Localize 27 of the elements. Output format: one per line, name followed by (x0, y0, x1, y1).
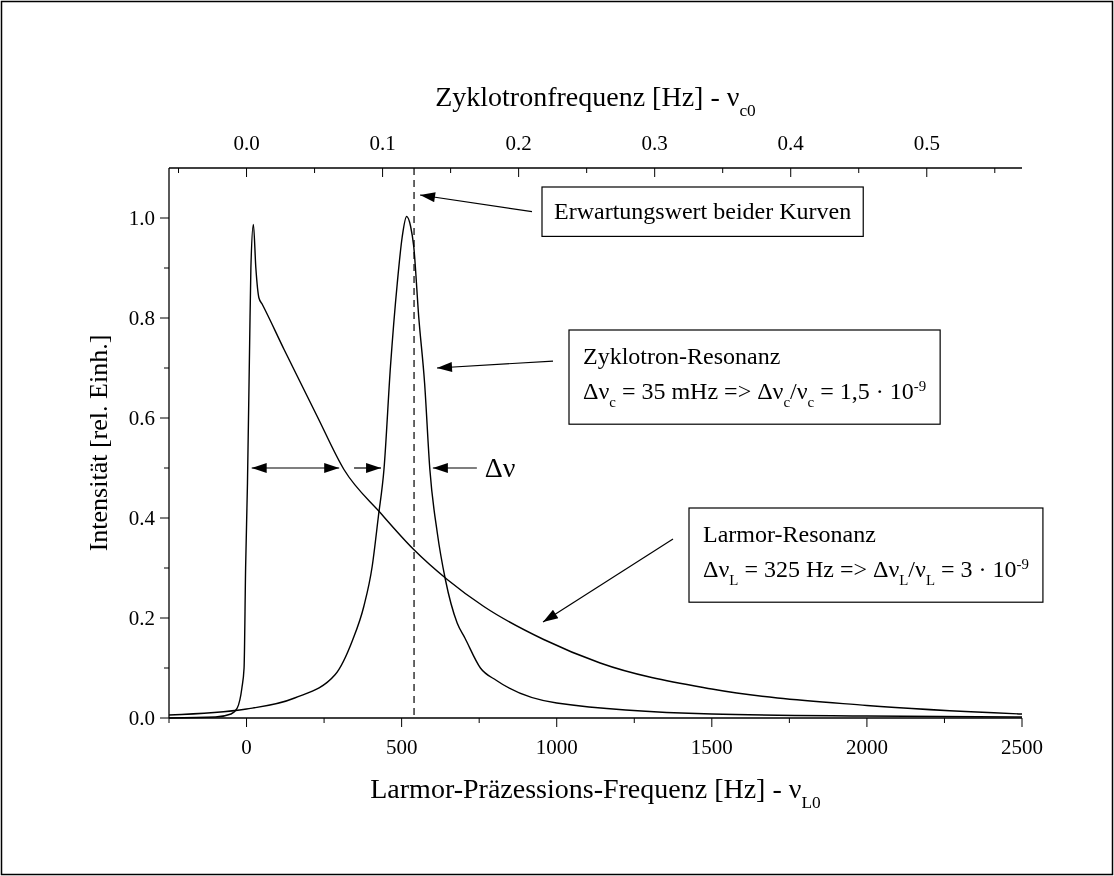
x2-tick-label: 0.5 (913, 131, 940, 155)
annotation: Larmor-Resonanz (703, 521, 876, 548)
y-tick-label: 0.0 (128, 706, 155, 730)
x-tick-label: 1000 (535, 735, 578, 759)
x2-tick-label: 0.2 (505, 131, 532, 155)
x-tick-label: 500 (385, 735, 418, 759)
ref-line-label: Erwartungswert beider Kurven (554, 198, 852, 225)
annotation: Δν (484, 452, 516, 483)
x-tick-label: 2500 (1001, 735, 1043, 759)
x-tick-label: 0 (241, 735, 252, 759)
x2-tick-label: 0.0 (233, 131, 260, 155)
annotation: Δν$_{c}$ = 35 mHz => Δν$_{c}$/ν$_{c}$ = 1,5 · 10$^{-9}$ (583, 378, 927, 411)
y-tick-label: 1.0 (128, 206, 155, 230)
x2-tick-label: 0.1 (369, 131, 396, 155)
x-axis-title: Larmor-Präzessions-Frequenz [Hz] - ν$_{L0}$ (370, 773, 822, 812)
x-tick-label: 1500 (690, 735, 733, 759)
y-tick-label: 0.2 (128, 606, 155, 630)
x2-tick-label: 0.4 (777, 131, 805, 155)
x2-tick-label: 0.3 (641, 131, 668, 155)
annotation: Δν$_{L}$ = 325 Hz => Δν$_{L}$/ν$_{L}$ = 3 · 10$^{-9}$ (703, 556, 1029, 589)
x2-axis-title: Zyklotronfrequenz [Hz] - ν$_{c0}$ (435, 81, 757, 120)
y-tick-label: 0.6 (128, 406, 155, 430)
x-tick-label: 2000 (845, 735, 888, 759)
y-tick-label: 0.4 (128, 506, 156, 530)
y-tick-label: 0.8 (128, 306, 155, 330)
y-axis-title: Intensität [rel. Einh.] (84, 334, 113, 552)
annotation: Zyklotron-Resonanz (583, 343, 781, 370)
